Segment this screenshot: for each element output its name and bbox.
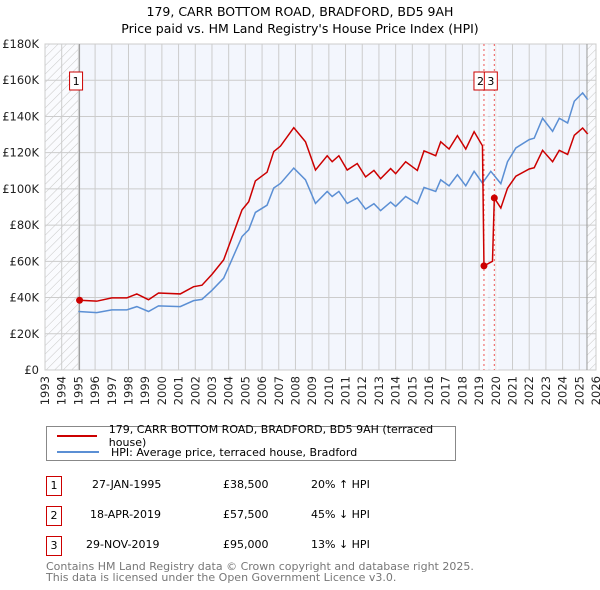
x-tick-label: 2018 [455, 376, 469, 405]
sale-marker-label: 2 [477, 75, 484, 88]
y-tick-label: £100K [2, 182, 39, 196]
x-tick-label: 2001 [172, 376, 186, 405]
x-tick-label: 2007 [272, 376, 286, 405]
legend-label: 179, CARR BOTTOM ROAD, BRADFORD, BD5 9AH… [108, 423, 434, 449]
y-tick-label: £80K [10, 218, 40, 232]
legend-red-line [57, 435, 97, 437]
x-tick-label: 2010 [322, 376, 336, 405]
price-chart: 1993 1994 1995 1996 1997 1998 1999 2000 2001 2002… [2, 37, 600, 405]
transaction-marker: 2 [46, 506, 62, 526]
sale-marker-label: 3 [487, 75, 494, 88]
plot-area [44, 43, 597, 371]
y-tick-label: £140K [2, 109, 39, 123]
x-tick-label: 2025 [572, 376, 586, 405]
x-tick-label: 2003 [205, 376, 219, 405]
x-tick-label: 2026 [589, 376, 600, 405]
x-tick-label: 1995 [71, 376, 85, 405]
sale-marker-box [69, 71, 84, 91]
y-tick-label: £160K [2, 73, 39, 87]
legend: 179, CARR BOTTOM ROAD, BRADFORD, BD5 9AH… [46, 423, 456, 461]
property-price-line [79, 126, 589, 302]
sale-point [76, 296, 84, 304]
chart-subtitle: Price paid vs. HM Land Registry's House … [121, 21, 479, 36]
x-tick-label: 2000 [155, 376, 169, 405]
y-tick-label: £0 [24, 363, 39, 377]
hatched-region [586, 44, 596, 370]
sale-marker-1: 1 [69, 71, 84, 91]
x-tick-label: 2021 [506, 376, 520, 405]
hpi-line [78, 91, 589, 314]
legend-label: HPI: Average price, terraced house, Brad… [111, 445, 358, 459]
x-tick-label: 2008 [288, 376, 302, 405]
transaction-row: 2 18-APR-2019 £57,500 45% ↓ HPI [46, 506, 466, 528]
sale-point [490, 194, 498, 202]
x-tick-label: 2014 [389, 376, 403, 405]
x-tick-label: 2012 [355, 376, 369, 405]
x-tick-label: 1999 [138, 376, 152, 405]
x-tick-label: 2020 [489, 376, 503, 405]
x-tick-label: 2017 [439, 376, 453, 405]
transaction-marker: 3 [46, 536, 62, 556]
sale-marker-3: 3 [483, 71, 498, 91]
transaction-row: 3 29-NOV-2019 £95,000 13% ↓ HPI [46, 536, 466, 558]
x-tick-label: 2002 [188, 376, 202, 405]
transaction-price: £38,500 [223, 478, 269, 491]
x-tick-label: 2009 [305, 376, 319, 405]
legend-blue-line [57, 451, 99, 453]
x-tick-label: 2011 [339, 376, 353, 405]
y-tick-label: £120K [2, 146, 39, 160]
transaction-date: 18-APR-2019 [90, 508, 162, 521]
x-tick-label: 2023 [539, 376, 553, 405]
sale-point [480, 262, 488, 270]
hatched-region [45, 44, 80, 370]
transaction-hpi: 20% ↑ HPI [311, 478, 370, 491]
x-tick-label: 2015 [405, 376, 419, 405]
footer-copyright: Contains HM Land Registry data © Crown c… [46, 560, 474, 573]
y-tick-label: £20K [10, 327, 40, 341]
sale-marker-label: 1 [73, 75, 80, 88]
footer-licence: This data is licensed under the Open Gov… [46, 571, 397, 584]
x-tick-label: 2024 [556, 376, 570, 405]
x-tick-label: 1996 [88, 376, 102, 405]
x-tick-label: 1993 [38, 376, 52, 405]
transaction-price: £57,500 [223, 508, 269, 521]
transaction-hpi: 45% ↓ HPI [311, 508, 370, 521]
x-tick-label: 2004 [222, 376, 236, 405]
transaction-price: £95,000 [223, 538, 269, 551]
transaction-date: 29-NOV-2019 [86, 538, 160, 551]
x-tick-label: 2019 [472, 376, 486, 405]
x-tick-label: 2022 [522, 376, 536, 405]
y-tick-label: £40K [10, 291, 40, 305]
transaction-hpi: 13% ↓ HPI [311, 538, 370, 551]
x-tick-label: 1997 [105, 376, 119, 405]
x-tick-label: 2005 [238, 376, 252, 405]
y-tick-label: £180K [2, 37, 39, 51]
transaction-marker: 1 [46, 476, 62, 496]
sale-marker-box [483, 71, 498, 91]
y-tick-label: £60K [10, 254, 40, 268]
x-tick-label: 2016 [422, 376, 436, 405]
x-tick-label: 1998 [121, 376, 135, 405]
x-tick-label: 2013 [372, 376, 386, 405]
x-tick-label: 1994 [55, 376, 69, 405]
transaction-date: 27-JAN-1995 [92, 478, 162, 491]
legend-item-hpi: HPI: Average price, terraced house, Brad… [47, 444, 357, 460]
transaction-row: 1 27-JAN-1995 £38,500 20% ↑ HPI [46, 476, 466, 498]
legend-item-property: 179, CARR BOTTOM ROAD, BRADFORD, BD5 9AH… [47, 423, 455, 449]
x-tick-label: 2006 [255, 376, 269, 405]
chart-title: 179, CARR BOTTOM ROAD, BRADFORD, BD5 9AH [146, 4, 454, 19]
